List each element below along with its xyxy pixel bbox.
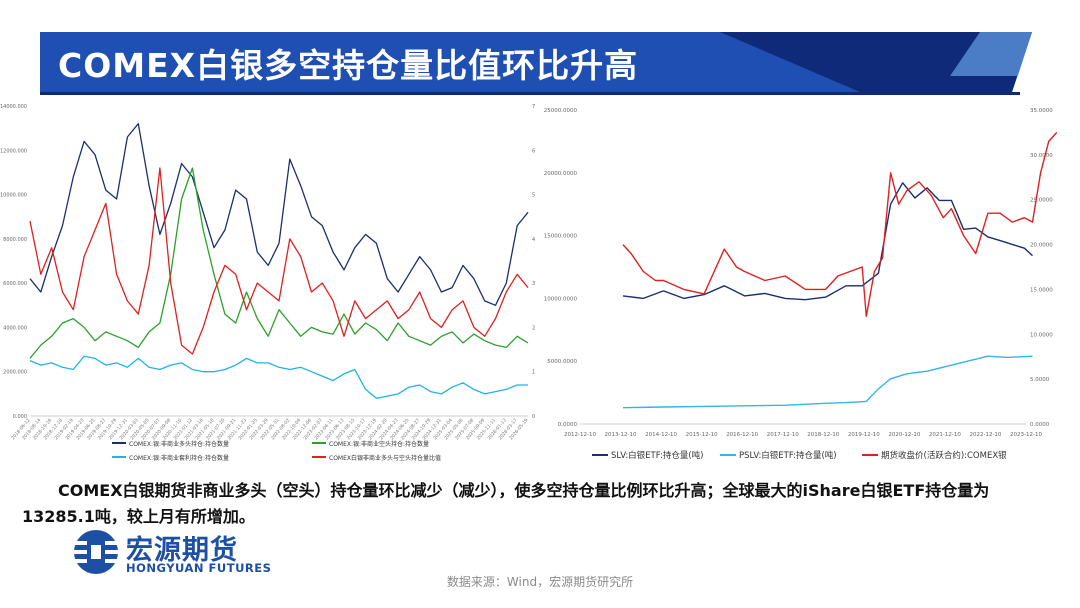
cl-y-right-tick: 0 (532, 414, 535, 420)
cr-y-right-tick: 10.0000 (1030, 332, 1053, 338)
chart-right-series (622, 131, 1058, 409)
cr-y-right-tick: 20.0000 (1030, 243, 1053, 249)
cl-y-left-tick: 0.000 (13, 414, 27, 420)
cr-x-tick: 2018-12-10 (807, 432, 839, 438)
cr-y-left-tick: 20000.0000 (544, 171, 578, 177)
banner-underline (40, 92, 1020, 95)
cr-y-left-tick: 5000.0000 (547, 359, 577, 365)
caption-text: COMEX白银期货非商业多头（空头）持仓量环比减少（减少），使多空持仓量比例环比… (22, 481, 990, 526)
cl-y-left-tick: 10000.000 (0, 193, 27, 199)
cr-x-tick: 2014-12-10 (645, 432, 677, 438)
cr-y-right-tick: 5.0000 (1030, 377, 1050, 383)
cl-series-line-0 (29, 123, 529, 306)
chart-right-legend: SLV:白银ETF:持仓量(吨) PSLV:白银ETF:持仓量(吨) 期货收盘价(活… (592, 450, 1007, 461)
cl-legend-label-1: COMEX:银:非商业空头持仓:持仓数量 (329, 440, 429, 448)
chart-left-series (29, 123, 529, 399)
chart-left-ticks: 0.000 2000.000 4000.000 6000.000 8000.000 100… (0, 104, 535, 441)
chart-left-legend: COMEX:银:非商业多头持仓:持仓数量 COMEX:银:非商业空头持仓:持仓数量… (112, 440, 441, 462)
cr-series-line-1 (622, 355, 1033, 409)
cl-y-right-tick: 1 (532, 370, 535, 376)
cr-legend-label-2: 期货收盘价(活跃合约):COMEX银 (881, 450, 1007, 461)
cl-y-right-tick: 7 (532, 104, 535, 110)
cr-x-tick: 2013-12-10 (605, 432, 637, 438)
cl-legend-label-0: COMEX:银:非商业多头持仓:持仓数量 (129, 440, 229, 448)
cl-series-line-3 (29, 167, 529, 355)
cr-x-tick: 2012-12-10 (564, 432, 596, 438)
cr-legend-label-1: PSLV:白银ETF:持仓量(吨) (739, 450, 837, 461)
cr-x-tick: 2015-12-10 (686, 432, 718, 438)
cr-y-left-tick: 10000.0000 (544, 296, 578, 302)
cl-y-left-tick: 12000.000 (0, 148, 27, 154)
chart-right: 0.0000 5000.0000 10000.0000 15000.0000 20000… (544, 108, 1058, 461)
cr-x-tick: 2016-12-10 (726, 432, 758, 438)
chart-right-ticks: 0.0000 5000.0000 10000.0000 15000.0000 20000… (544, 108, 1053, 438)
company-logo: 宏源期货 HONGYUAN FUTURES (70, 528, 310, 576)
header-banner: COMEX白银多空持仓量比值环比升高 (0, 0, 1080, 100)
cr-x-tick: 2023-12-10 (1010, 432, 1042, 438)
cl-y-left-tick: 4000.000 (3, 325, 27, 331)
logo-name-cn: 宏源期货 (126, 535, 238, 566)
cr-y-right-tick: 30.0000 (1030, 153, 1053, 159)
cl-series-line-1 (29, 167, 529, 359)
cr-x-tick: 2020-12-10 (888, 432, 920, 438)
cr-x-tick: 2022-12-10 (969, 432, 1001, 438)
cl-legend-label-2: COMEX:银:非商业套利持仓:持仓数量 (129, 454, 229, 462)
cr-y-right-tick: 0.0000 (1030, 422, 1050, 428)
logo-name-en: HONGYUAN FUTURES (126, 561, 272, 575)
caption-paragraph: COMEX白银期货非商业多头（空头）持仓量环比减少（减少），使多空持仓量比例环比… (22, 478, 1062, 530)
cl-y-left-tick: 8000.000 (3, 237, 27, 243)
cl-y-right-tick: 4 (532, 237, 535, 243)
chart-left: 0.000 2000.000 4000.000 6000.000 8000.000 100… (0, 104, 535, 462)
chart-right-panel: 0.0000 5000.0000 10000.0000 15000.0000 20000… (542, 100, 1074, 468)
cr-series-line-0 (622, 182, 1033, 301)
cr-legend-label-0: SLV:白银ETF:持仓量(吨) (611, 450, 703, 461)
cl-y-right-tick: 3 (532, 281, 535, 287)
banner-graphic (40, 32, 1032, 95)
banner-dark-accent (720, 32, 1032, 92)
banner-light-accent (950, 32, 1032, 76)
cl-y-right-tick: 6 (532, 148, 535, 154)
cr-y-right-tick: 25.0000 (1030, 198, 1053, 204)
data-source-note: 数据来源：Wind，宏源期货研究所 (446, 575, 634, 589)
cl-y-left-tick: 14000.000 (0, 104, 27, 110)
cr-series-line-2 (622, 131, 1058, 317)
cl-y-left-tick: 6000.000 (3, 281, 27, 287)
cr-y-left-tick: 25000.0000 (544, 108, 578, 114)
cr-x-tick: 2021-12-10 (929, 432, 961, 438)
cl-y-right-tick: 2 (532, 325, 535, 331)
cr-y-left-tick: 0.0000 (558, 422, 578, 428)
cr-y-left-tick: 15000.0000 (544, 234, 578, 240)
chart-left-panel: 0.000 2000.000 4000.000 6000.000 8000.000 100… (0, 100, 536, 468)
cr-y-right-tick: 35.0000 (1030, 108, 1053, 114)
cl-series-line-2 (29, 355, 528, 399)
hongyuan-logo-icon (74, 530, 118, 574)
page-title: COMEX白银多空持仓量比值环比升高 (58, 46, 639, 85)
cr-x-tick: 2019-12-10 (848, 432, 880, 438)
cr-x-tick: 2017-12-10 (767, 432, 799, 438)
cr-y-right-tick: 15.0000 (1030, 287, 1053, 293)
cl-legend-label-3: COMEX白银非商业多头与空头持仓量比值 (329, 454, 441, 462)
cl-y-left-tick: 2000.000 (3, 370, 27, 376)
cl-y-right-tick: 5 (532, 193, 535, 199)
